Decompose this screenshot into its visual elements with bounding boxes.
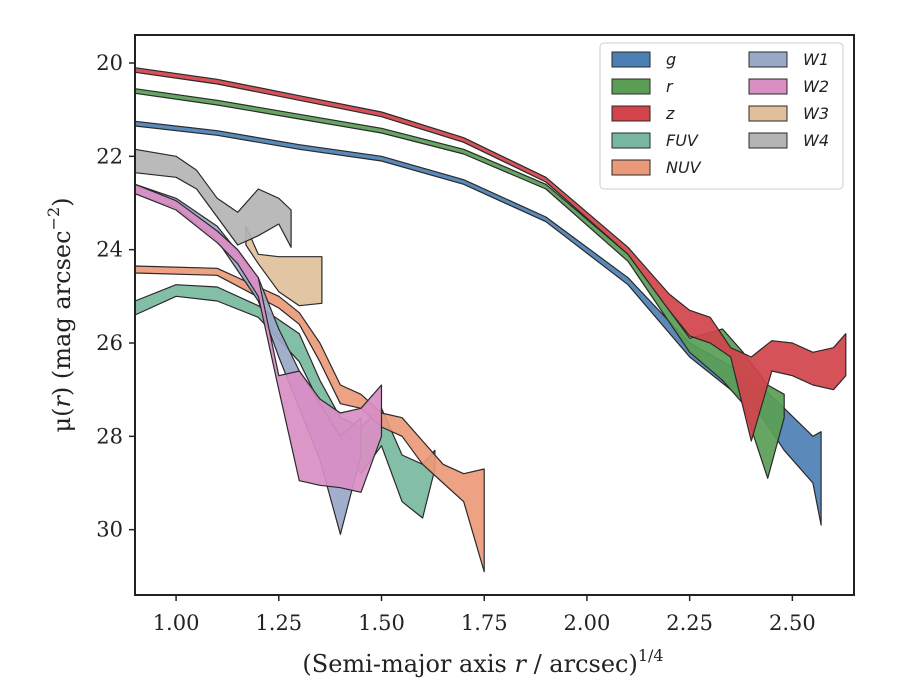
series-band-g xyxy=(134,120,822,526)
series-band-z xyxy=(134,67,847,442)
legend-label-w1: W1 xyxy=(803,50,829,69)
x-axis-ticks: 1.00 1.25 1.50 1.75 2.00 2.25 2.50 xyxy=(153,595,816,635)
legend-swatch-nuv xyxy=(611,159,651,176)
legend-label-w4: W4 xyxy=(803,131,829,150)
y-tick-label: 30 xyxy=(96,518,123,542)
series-bands xyxy=(134,67,847,573)
x-tick-label: 2.50 xyxy=(769,611,816,635)
series-band-r xyxy=(134,88,785,479)
y-axis-ticks: 20 22 24 26 28 30 xyxy=(96,51,135,542)
y-tick-label: 26 xyxy=(96,331,123,355)
y-axis-label: μ(r) (mag arcsec−2) xyxy=(44,197,76,432)
legend-label-g: g xyxy=(666,50,676,69)
series-band-nuv xyxy=(134,265,485,573)
x-tick-label: 1.50 xyxy=(358,611,405,635)
legend-swatch-g xyxy=(611,51,651,68)
x-tick-label: 1.00 xyxy=(153,611,200,635)
x-tick-label: 2.25 xyxy=(666,611,713,635)
x-axis-label: (Semi-major axis r / arcsec)1/4 xyxy=(302,646,663,678)
legend-swatch-z xyxy=(611,105,651,122)
series-band-w2 xyxy=(134,183,383,493)
y-tick-label: 20 xyxy=(96,51,123,75)
legend-swatch-r xyxy=(611,78,651,95)
series-band-w4 xyxy=(134,148,292,248)
y-tick-label: 22 xyxy=(96,144,123,168)
legend-label-nuv: NUV xyxy=(666,158,702,177)
legend-swatch-w3 xyxy=(748,105,788,122)
legend-label-r: r xyxy=(666,77,674,96)
legend-label-z: z xyxy=(665,104,675,123)
series-band-w3 xyxy=(245,225,323,307)
x-tick-label: 2.00 xyxy=(564,611,611,635)
plot-frame xyxy=(134,34,855,596)
x-tick-label: 1.25 xyxy=(255,611,302,635)
y-tick-label: 28 xyxy=(96,424,123,448)
x-tick-label: 1.75 xyxy=(461,611,508,635)
legend-label-w3: W3 xyxy=(803,104,829,123)
y-tick-label: 24 xyxy=(96,238,123,262)
legend-label-w2: W2 xyxy=(803,77,829,96)
legend-swatch-w4 xyxy=(748,132,788,149)
legend-swatch-w2 xyxy=(748,78,788,95)
legend-swatch-fuv xyxy=(611,132,651,149)
legend: grz FUV NUV W1 W2 W3 W4 xyxy=(599,42,844,190)
legend-label-fuv: FUV xyxy=(666,131,699,150)
legend-swatch-w1 xyxy=(748,51,788,68)
